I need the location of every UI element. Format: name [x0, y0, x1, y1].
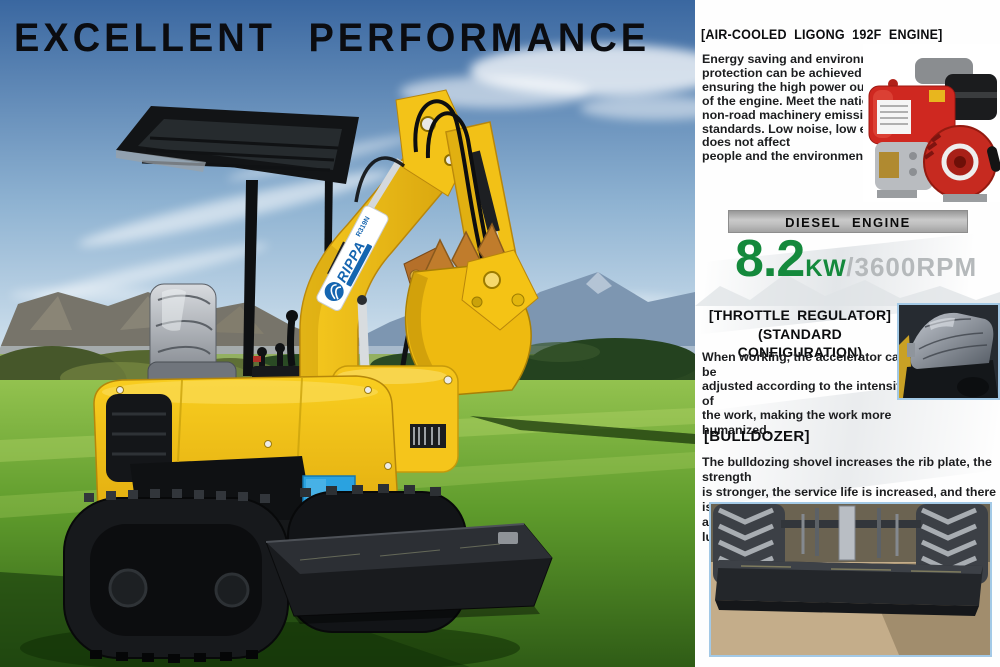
excavator-scene: RIPPA R319N [0, 0, 695, 667]
power-unit: KW [805, 255, 847, 282]
mountain-watermark [695, 274, 1000, 306]
throttle-heading-line2: (STANDARD CONFIGURATION) [737, 325, 863, 361]
power-value: 8.2 [735, 230, 805, 288]
diesel-engine-photo [863, 44, 1000, 202]
engine-section-body: Energy saving and environmental protecti… [702, 52, 917, 164]
diesel-engine-banner: DIESEL ENGINE [728, 210, 968, 233]
page-title: EXCELLENT PERFORMANCE [14, 16, 651, 61]
excavator-photo: RIPPA R319N EXCELLENT PERFORMANCE [0, 0, 695, 667]
power-spec: 8.2 KW /3600RPM [735, 233, 977, 285]
engine-section-heading: [AIR-COOLED LIGONG 192F ENGINE] [701, 27, 943, 42]
bulldozer-photo [709, 502, 992, 657]
bulldozer-section-heading: [BULLDOZER] [704, 428, 810, 445]
throttle-section-heading: [THROTTLE REGULATOR] (STANDARD CONFIGURA… [695, 306, 905, 362]
throttle-heading-line1: [THROTTLE REGULATOR] [708, 307, 892, 323]
rpm-value: /3600RPM [846, 252, 978, 282]
throttle-regulator-photo [897, 303, 1000, 400]
throttle-section-body: When working, the accelerator can be adj… [702, 350, 908, 437]
info-panel: [AIR-COOLED LIGONG 192F ENGINE] Energy s… [695, 0, 1000, 667]
